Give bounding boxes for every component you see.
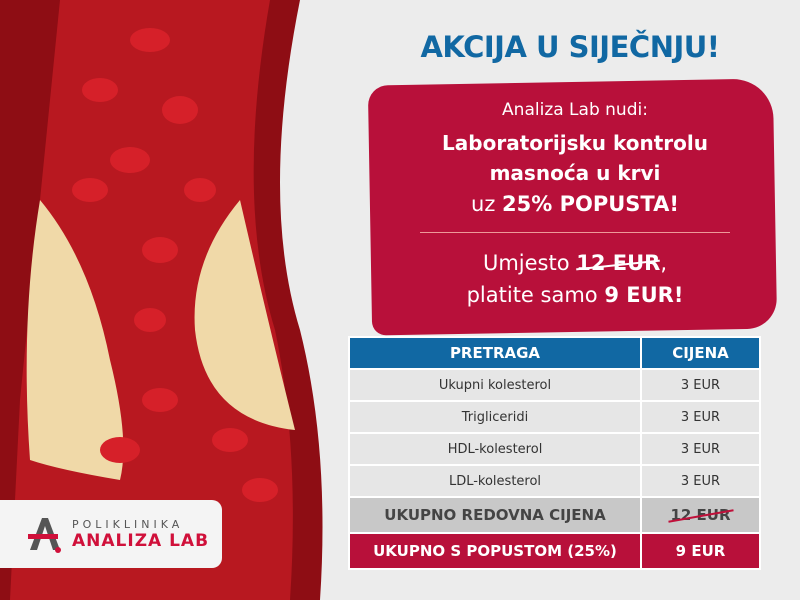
regular-total-row: UKUPNO REDOVNA CIJENA 12 EUR: [348, 496, 761, 534]
pay-prefix: platite samo: [466, 283, 605, 307]
test-price: 3 EUR: [640, 368, 761, 402]
instead-prefix: Umjesto: [482, 251, 577, 275]
banner-new-price: platite samo 9 EUR!: [375, 279, 775, 311]
banner-divider: [420, 232, 730, 233]
new-price: 9 EUR!: [604, 283, 684, 307]
table-row: HDL-kolesterol 3 EUR: [348, 432, 761, 466]
test-name: Ukupni kolesterol: [348, 368, 642, 402]
banner-text: Analiza Lab nudi: Laboratorijsku kontrol…: [375, 100, 775, 311]
logo-a-icon: [28, 518, 61, 553]
discount-label: UKUPNO S POPUSTOM (25%): [348, 532, 642, 570]
test-price: 3 EUR: [640, 400, 761, 434]
test-name: Trigliceridi: [348, 400, 642, 434]
instead-suffix: ,: [660, 251, 668, 275]
regular-price: 12 EUR: [670, 506, 731, 524]
logo: POLIKLINIKA ANALIZA LAB: [0, 500, 222, 568]
table-row: LDL-kolesterol 3 EUR: [348, 464, 761, 498]
price-table: PRETRAGA CIJENA Ukupni kolesterol 3 EUR Tr…: [348, 336, 761, 570]
regular-price-cell: 12 EUR: [640, 496, 761, 534]
discount-prefix: uz: [471, 192, 503, 216]
test-price: 3 EUR: [640, 432, 761, 466]
banner-headline-1: Laboratorijsku kontrolu: [442, 131, 708, 155]
test-price: 3 EUR: [640, 464, 761, 498]
logo-line1: POLIKLINIKA: [72, 517, 184, 531]
plaque-right: [194, 200, 295, 430]
discount-price: 9 EUR: [640, 532, 761, 570]
header-price: CIJENA: [640, 336, 761, 370]
regular-label: UKUPNO REDOVNA CIJENA: [348, 496, 642, 534]
banner-discount: uz 25% POPUSTA!: [375, 192, 775, 216]
test-name: LDL-kolesterol: [348, 464, 642, 498]
test-name: HDL-kolesterol: [348, 432, 642, 466]
header-test: PRETRAGA: [348, 336, 642, 370]
banner-headline-2: masnoća u krvi: [489, 161, 661, 185]
table-row: Ukupni kolesterol 3 EUR: [348, 368, 761, 402]
old-price: 12 EUR: [576, 251, 661, 275]
table-header: PRETRAGA CIJENA: [348, 336, 761, 370]
plaque-left: [26, 200, 124, 480]
red-blood-cells: [72, 28, 278, 502]
promo-title: AKCIJA U SIJEČNJU!: [420, 30, 720, 64]
table-row: Trigliceridi 3 EUR: [348, 400, 761, 434]
discount-total-row: UKUPNO S POPUSTOM (25%) 9 EUR: [348, 532, 761, 570]
discount-value: 25% POPUSTA!: [502, 192, 679, 216]
banner-intro: Analiza Lab nudi:: [502, 100, 648, 120]
banner-old-price: Umjesto 12 EUR,: [375, 247, 775, 279]
logo-line2: ANALIZA LAB: [72, 530, 210, 551]
